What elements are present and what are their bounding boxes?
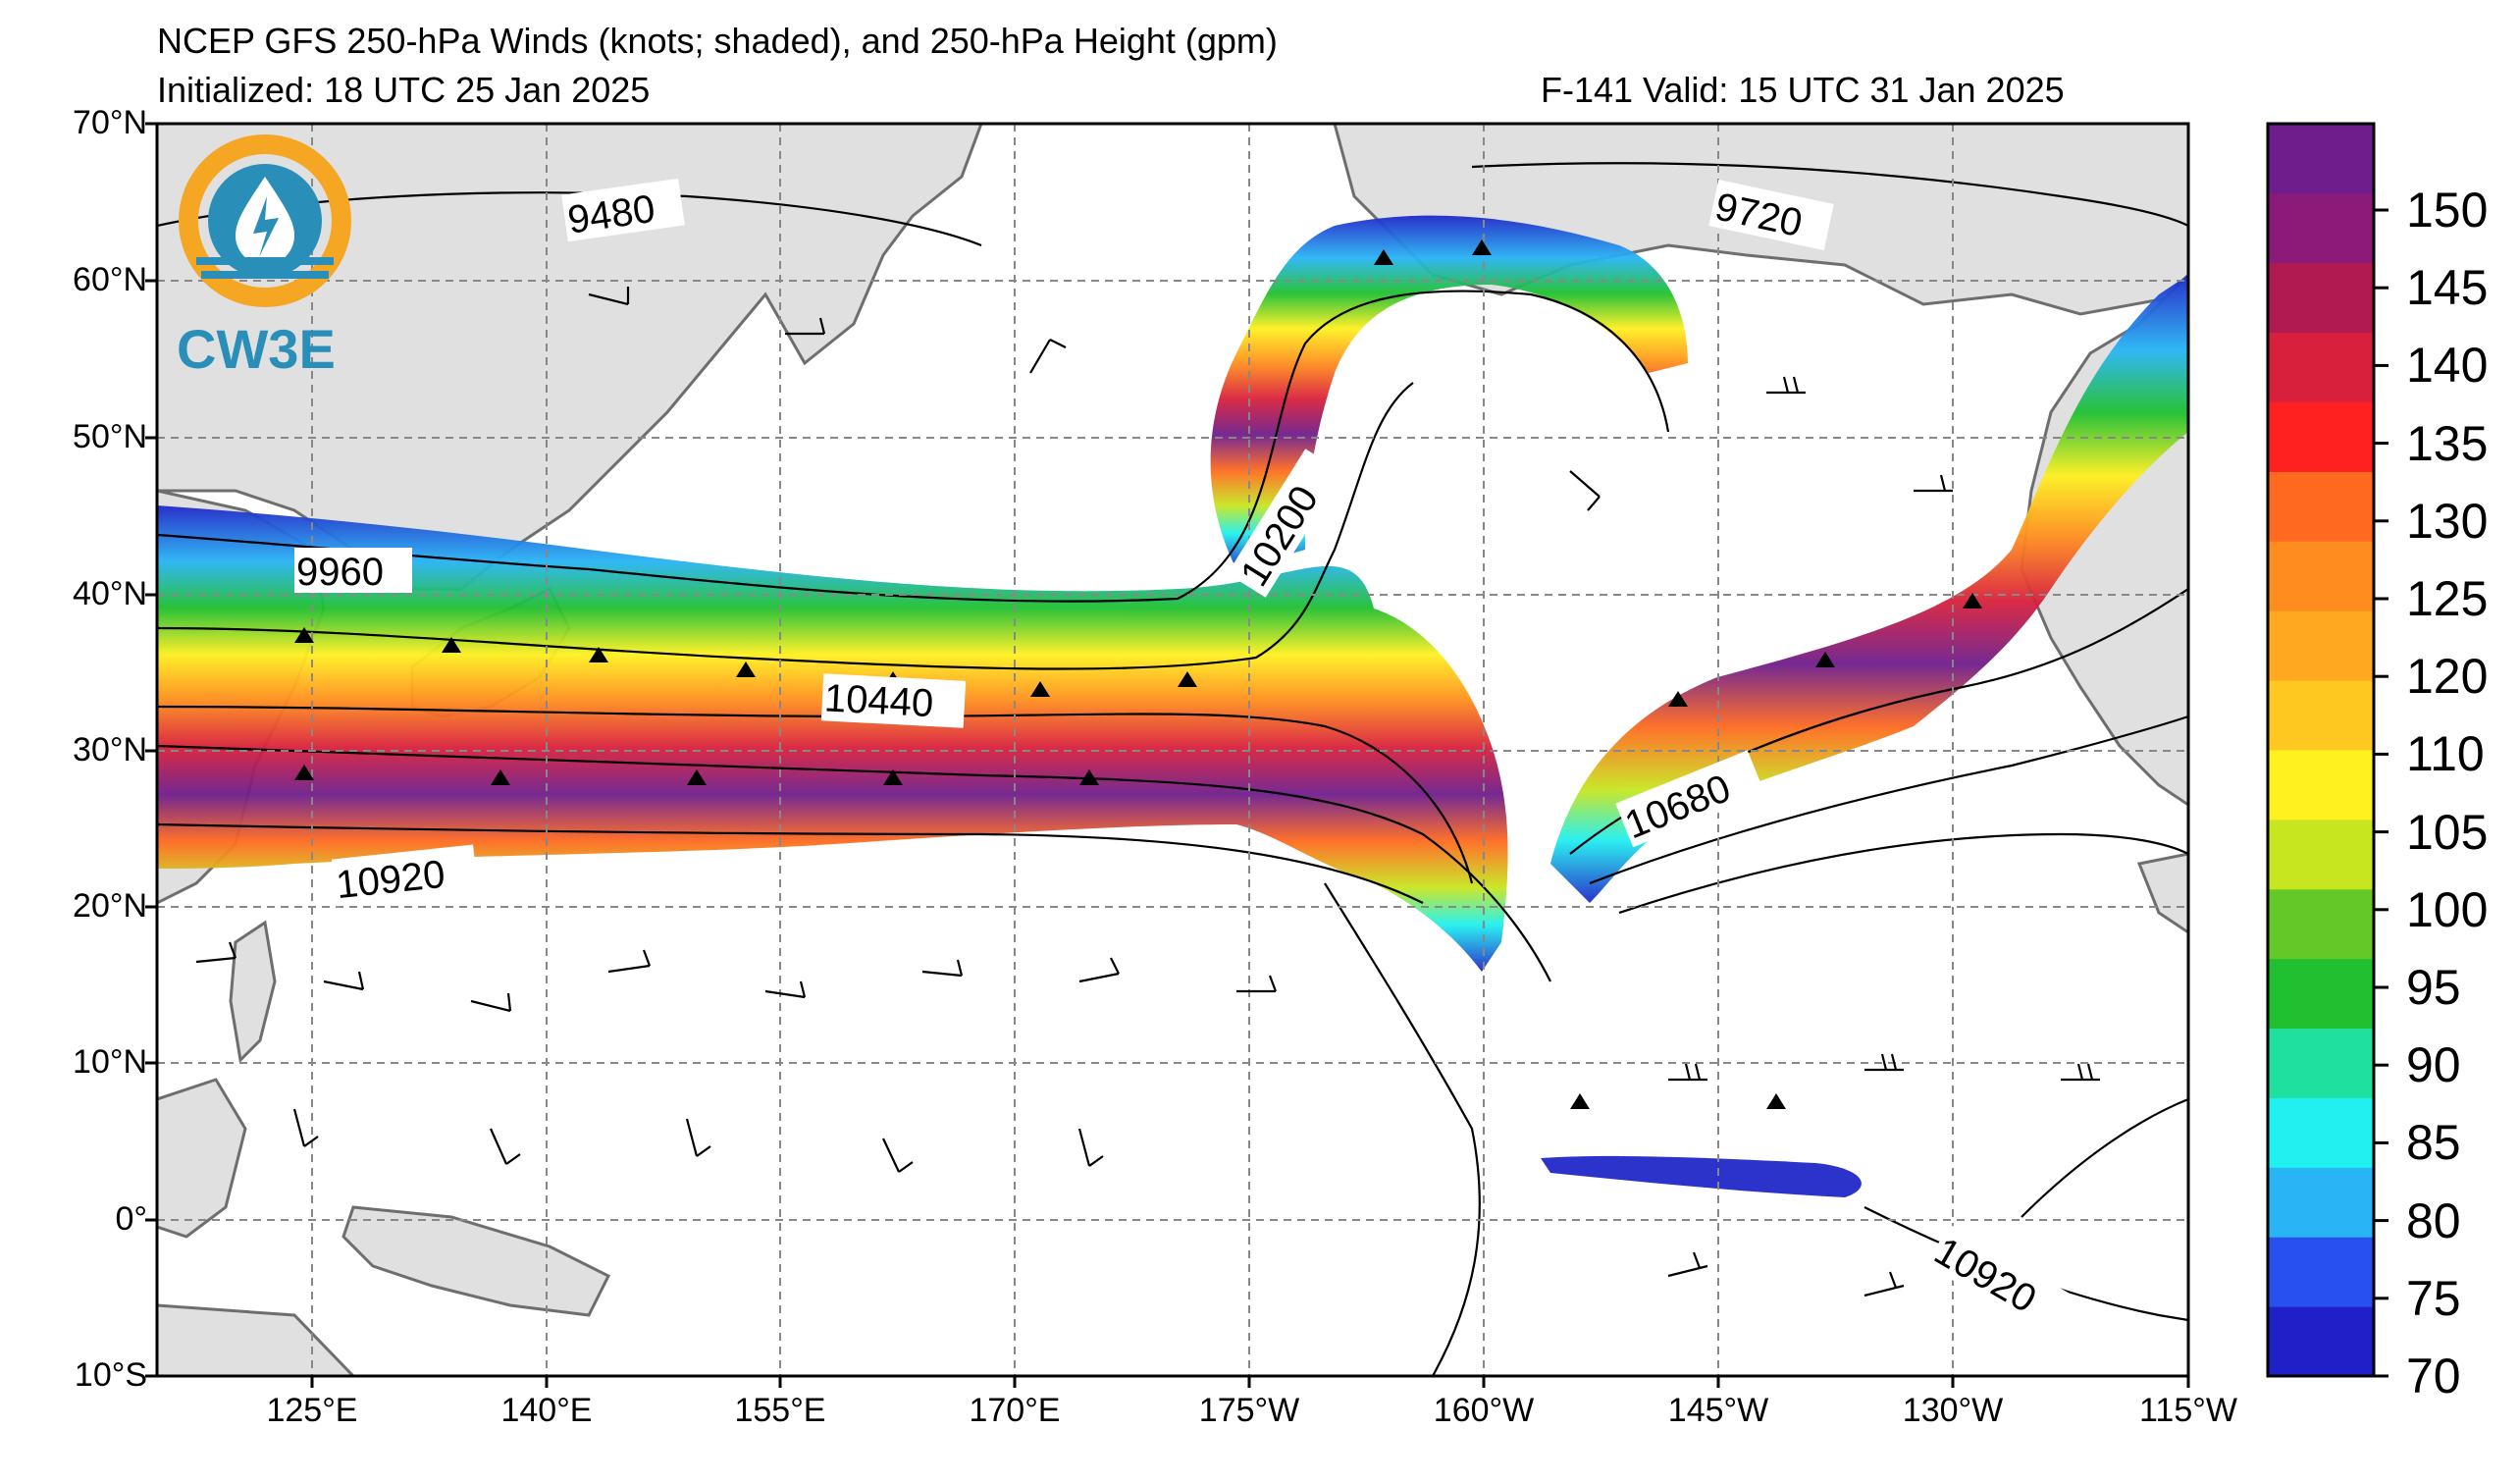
colorbar-tick-label: 70 xyxy=(2406,1349,2461,1404)
colorbar-segment xyxy=(2268,819,2374,890)
lat-label-40n: 40°N xyxy=(73,575,147,612)
colorbar-tick-label: 150 xyxy=(2406,183,2489,238)
colorbar-tick-label: 85 xyxy=(2406,1115,2461,1171)
colorbar-tick-label: 140 xyxy=(2406,338,2489,394)
colorbar-tick-label: 80 xyxy=(2406,1192,2461,1248)
colorbar xyxy=(2268,124,2389,1378)
colorbar-tick-label: 75 xyxy=(2406,1270,2461,1326)
lat-label-70n: 70°N xyxy=(73,104,147,141)
colorbar-tick-label: 95 xyxy=(2406,960,2461,1015)
lon-label-125e: 125°E xyxy=(266,1392,358,1429)
lon-label-130w: 130°W xyxy=(1902,1392,2004,1429)
wind-pennants xyxy=(294,239,1982,1109)
lat-label-10s: 10°S xyxy=(74,1356,147,1394)
colorbar-tick-label: 100 xyxy=(2406,881,2489,937)
colorbar-segment xyxy=(2268,401,2374,472)
valid-time: F-141 Valid: 15 UTC 31 Jan 2025 xyxy=(1541,70,2065,110)
wind-barbs xyxy=(195,287,2100,1298)
lat-label-0: 0° xyxy=(115,1200,147,1238)
colorbar-segment xyxy=(2268,541,2374,611)
lon-label-170e: 170°E xyxy=(969,1392,1061,1429)
contour-label-10440: 10440 xyxy=(823,676,934,725)
wind-shading xyxy=(157,215,2188,1197)
colorbar-segment xyxy=(2268,1167,2374,1238)
colorbar-tick-label: 90 xyxy=(2406,1037,2461,1093)
colorbar-segment xyxy=(2268,124,2374,194)
colorbar-tick-label: 120 xyxy=(2406,649,2489,705)
lat-label-50n: 50°N xyxy=(73,418,147,455)
colorbar-tick-label: 125 xyxy=(2406,571,2489,626)
colorbar-segment xyxy=(2268,1028,2374,1098)
lon-label-115w: 115°W xyxy=(2139,1392,2237,1429)
colorbar-segment xyxy=(2268,1306,2374,1377)
figure-title: NCEP GFS 250-hPa Winds (knots; shaded), … xyxy=(157,21,1278,61)
height-contours xyxy=(157,162,2188,1376)
lon-label-145w: 145°W xyxy=(1667,1392,1769,1429)
lat-label-30n: 30°N xyxy=(73,731,147,768)
contour-label-9960: 9960 xyxy=(296,551,384,594)
colorbar-tick-label: 135 xyxy=(2406,415,2489,471)
colorbar-segment xyxy=(2268,1237,2374,1307)
colorbar-segment xyxy=(2268,1097,2374,1168)
graticule xyxy=(157,124,2188,1376)
lon-label-155e: 155°E xyxy=(734,1392,826,1429)
colorbar-segment xyxy=(2268,471,2374,542)
colorbar-segment xyxy=(2268,610,2374,681)
colorbar-frame xyxy=(2266,122,2376,1378)
logo-text: CW3E xyxy=(177,318,336,380)
cw3e-logo: CW3E xyxy=(177,134,351,380)
initialized-time: Initialized: 18 UTC 25 Jan 2025 xyxy=(157,70,651,110)
lon-label-140e: 140°E xyxy=(500,1392,593,1429)
colorbar-segment xyxy=(2268,958,2374,1030)
colorbar-segment xyxy=(2268,332,2374,403)
colorbar-tick-label: 105 xyxy=(2406,804,2489,860)
colorbar-segment xyxy=(2268,888,2374,960)
lat-label-60n: 60°N xyxy=(73,261,147,298)
colorbar-segment xyxy=(2268,262,2374,334)
colorbar-tick-label: 110 xyxy=(2406,726,2485,782)
colorbar-segment xyxy=(2268,680,2374,751)
lon-label-160w: 160°W xyxy=(1433,1392,1535,1429)
colorbar-segment xyxy=(2268,750,2374,821)
lon-label-175w: 175°W xyxy=(1198,1392,1300,1429)
lightning-icon xyxy=(253,196,279,257)
colorbar-tick-label: 145 xyxy=(2406,260,2489,316)
lat-label-10n: 10°N xyxy=(73,1043,147,1081)
axis-ticks xyxy=(145,122,2190,1388)
logo-ring xyxy=(179,134,351,307)
colorbar-tick-label: 130 xyxy=(2406,493,2489,549)
lat-label-20n: 20°N xyxy=(73,887,147,925)
colorbar-segment xyxy=(2268,192,2374,264)
